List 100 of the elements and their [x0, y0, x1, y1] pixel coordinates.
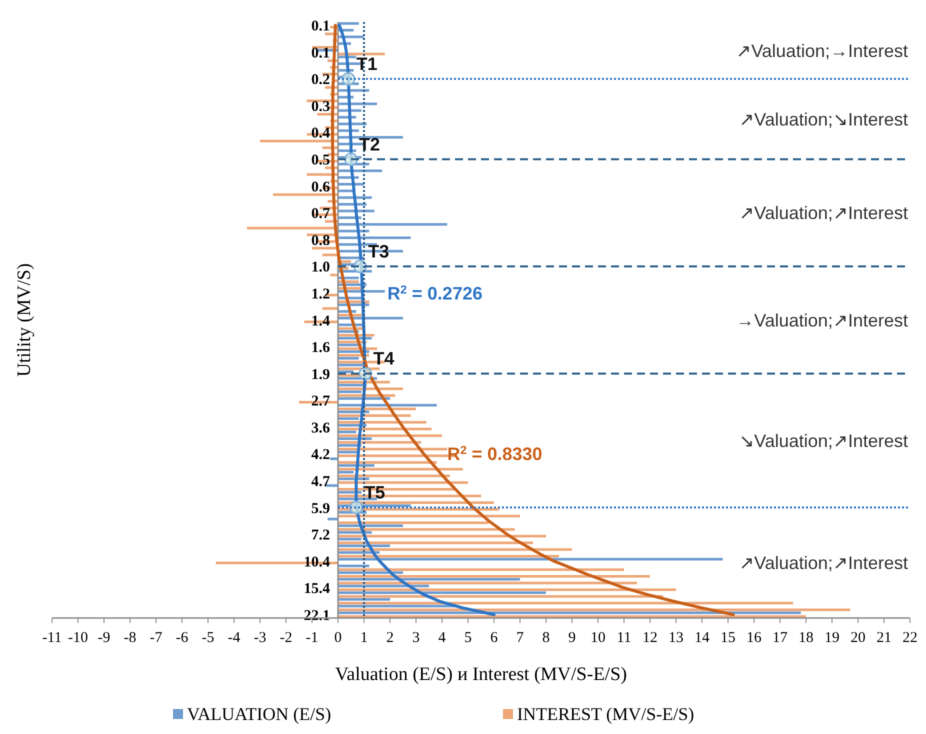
annotation: T4 — [373, 348, 394, 369]
annotation: T5 — [364, 482, 386, 503]
annotation: ↗Valuation;↘Interest — [739, 109, 908, 130]
x-tick-label: 17 — [772, 630, 788, 646]
x-tick-label: 3 — [412, 630, 420, 646]
y-tick-label: 0.5 — [311, 152, 330, 169]
bar — [330, 457, 338, 460]
bar — [338, 548, 572, 551]
bar — [273, 193, 338, 196]
bar — [338, 521, 489, 524]
x-tick-label: -11 — [42, 630, 62, 646]
x-tick-label: 13 — [668, 630, 684, 646]
annotation: R$^{2}$ = 0.8330 — [447, 444, 542, 464]
bar — [328, 518, 338, 520]
bar — [338, 611, 801, 614]
bar — [338, 357, 359, 360]
x-tick-label: 18 — [798, 630, 814, 646]
bar — [338, 468, 463, 470]
x-tick-label: 9 — [568, 630, 576, 646]
bar — [330, 274, 338, 276]
x-tick-label: 12 — [642, 630, 658, 646]
y-tick-label: 7.2 — [311, 528, 330, 544]
bar — [338, 598, 390, 601]
bar — [338, 428, 432, 430]
bar — [338, 602, 793, 604]
y-tick-label: 0.8 — [311, 232, 330, 249]
y-tick-label: 0.3 — [311, 98, 330, 115]
x-tick-label: -10 — [68, 630, 88, 646]
annotation: →Valuation;↗Interest — [736, 310, 908, 330]
x-tick-label: -6 — [176, 630, 189, 646]
bar — [338, 430, 356, 434]
bar — [322, 307, 338, 310]
x-tick-label: 22 — [902, 630, 918, 646]
bar — [338, 588, 676, 592]
y-tick-label: 0.2 — [311, 72, 330, 88]
legend-label: VALUATION (E/S) — [187, 704, 332, 724]
annotation: ↘Valuation;↗Interest — [739, 430, 908, 451]
x-tick-label: 7 — [516, 630, 524, 646]
x-axis-title: Valuation (E/S) и Interest (MV/S-E/S) — [335, 664, 627, 685]
x-tick-label: 20 — [850, 630, 866, 646]
x-tick-label: -1 — [306, 630, 318, 646]
bar — [338, 604, 455, 608]
bar — [338, 390, 362, 394]
y-tick-label: 1.2 — [311, 286, 330, 302]
bar — [338, 564, 370, 568]
x-tick-label: 11 — [616, 630, 632, 646]
x-tick-label: 14 — [694, 630, 710, 646]
bar — [338, 568, 624, 571]
bar — [338, 542, 533, 544]
y-axis-title: Utility (MV/S) — [14, 263, 35, 377]
x-tick-label: -5 — [202, 630, 214, 646]
x-tick-label: 6 — [490, 630, 498, 646]
y-tick-label: 1.9 — [311, 366, 330, 383]
bar — [338, 591, 546, 594]
bar — [338, 223, 448, 226]
y-tick-label: 1.4 — [311, 313, 330, 330]
x-tick-label: -8 — [124, 630, 136, 646]
y-tick-label: 15.4 — [304, 581, 330, 598]
bar — [338, 417, 359, 420]
annotation: R$^{2}$ = 0.2726 — [387, 283, 482, 304]
bar — [338, 608, 850, 612]
bar — [338, 364, 364, 366]
bar — [338, 538, 362, 540]
annotation: ↗Valuation;↗Interest — [739, 553, 908, 574]
legend-label: INTEREST (MV/S-E/S) — [517, 704, 694, 724]
annotation: ↗Valuation;→Interest — [736, 40, 908, 61]
y-tick-label: 0.4 — [311, 126, 330, 142]
x-tick-label: 5 — [464, 630, 472, 646]
bar — [338, 584, 429, 588]
y-tick-label: 2.7 — [311, 394, 330, 410]
x-tick-label: -3 — [254, 630, 266, 646]
bar — [260, 140, 338, 142]
x-tick-label: 1 — [360, 630, 368, 646]
bar — [338, 464, 374, 467]
bar — [338, 236, 411, 240]
x-tick-label: 0 — [334, 630, 342, 646]
annotation: T1 — [356, 54, 378, 74]
y-tick-label: 0.6 — [311, 179, 330, 196]
bar — [338, 615, 806, 618]
x-tick-label: 19 — [824, 630, 840, 646]
bar — [247, 226, 338, 230]
x-tick-label: 4 — [438, 630, 446, 646]
bar — [338, 52, 385, 56]
annotation: ↗Valuation;↗Interest — [739, 203, 908, 224]
x-tick-label: 10 — [590, 630, 606, 646]
y-tick-label: 1.0 — [311, 260, 330, 276]
y-tick-label: 0.1 — [311, 18, 330, 35]
annotation: T2 — [359, 134, 380, 154]
bar — [338, 514, 520, 518]
x-tick-label: -9 — [98, 630, 110, 646]
y-tick-label: 5.9 — [311, 500, 330, 517]
y-tick-label: 4.7 — [311, 474, 330, 490]
x-tick-label: -7 — [150, 630, 163, 646]
y-tick-label: 3.6 — [311, 420, 330, 436]
x-tick-label: 15 — [720, 630, 736, 646]
bar — [338, 534, 546, 538]
bar — [338, 554, 559, 558]
bar — [338, 595, 663, 598]
bar — [338, 575, 650, 578]
x-tick-label: 2 — [386, 630, 394, 646]
